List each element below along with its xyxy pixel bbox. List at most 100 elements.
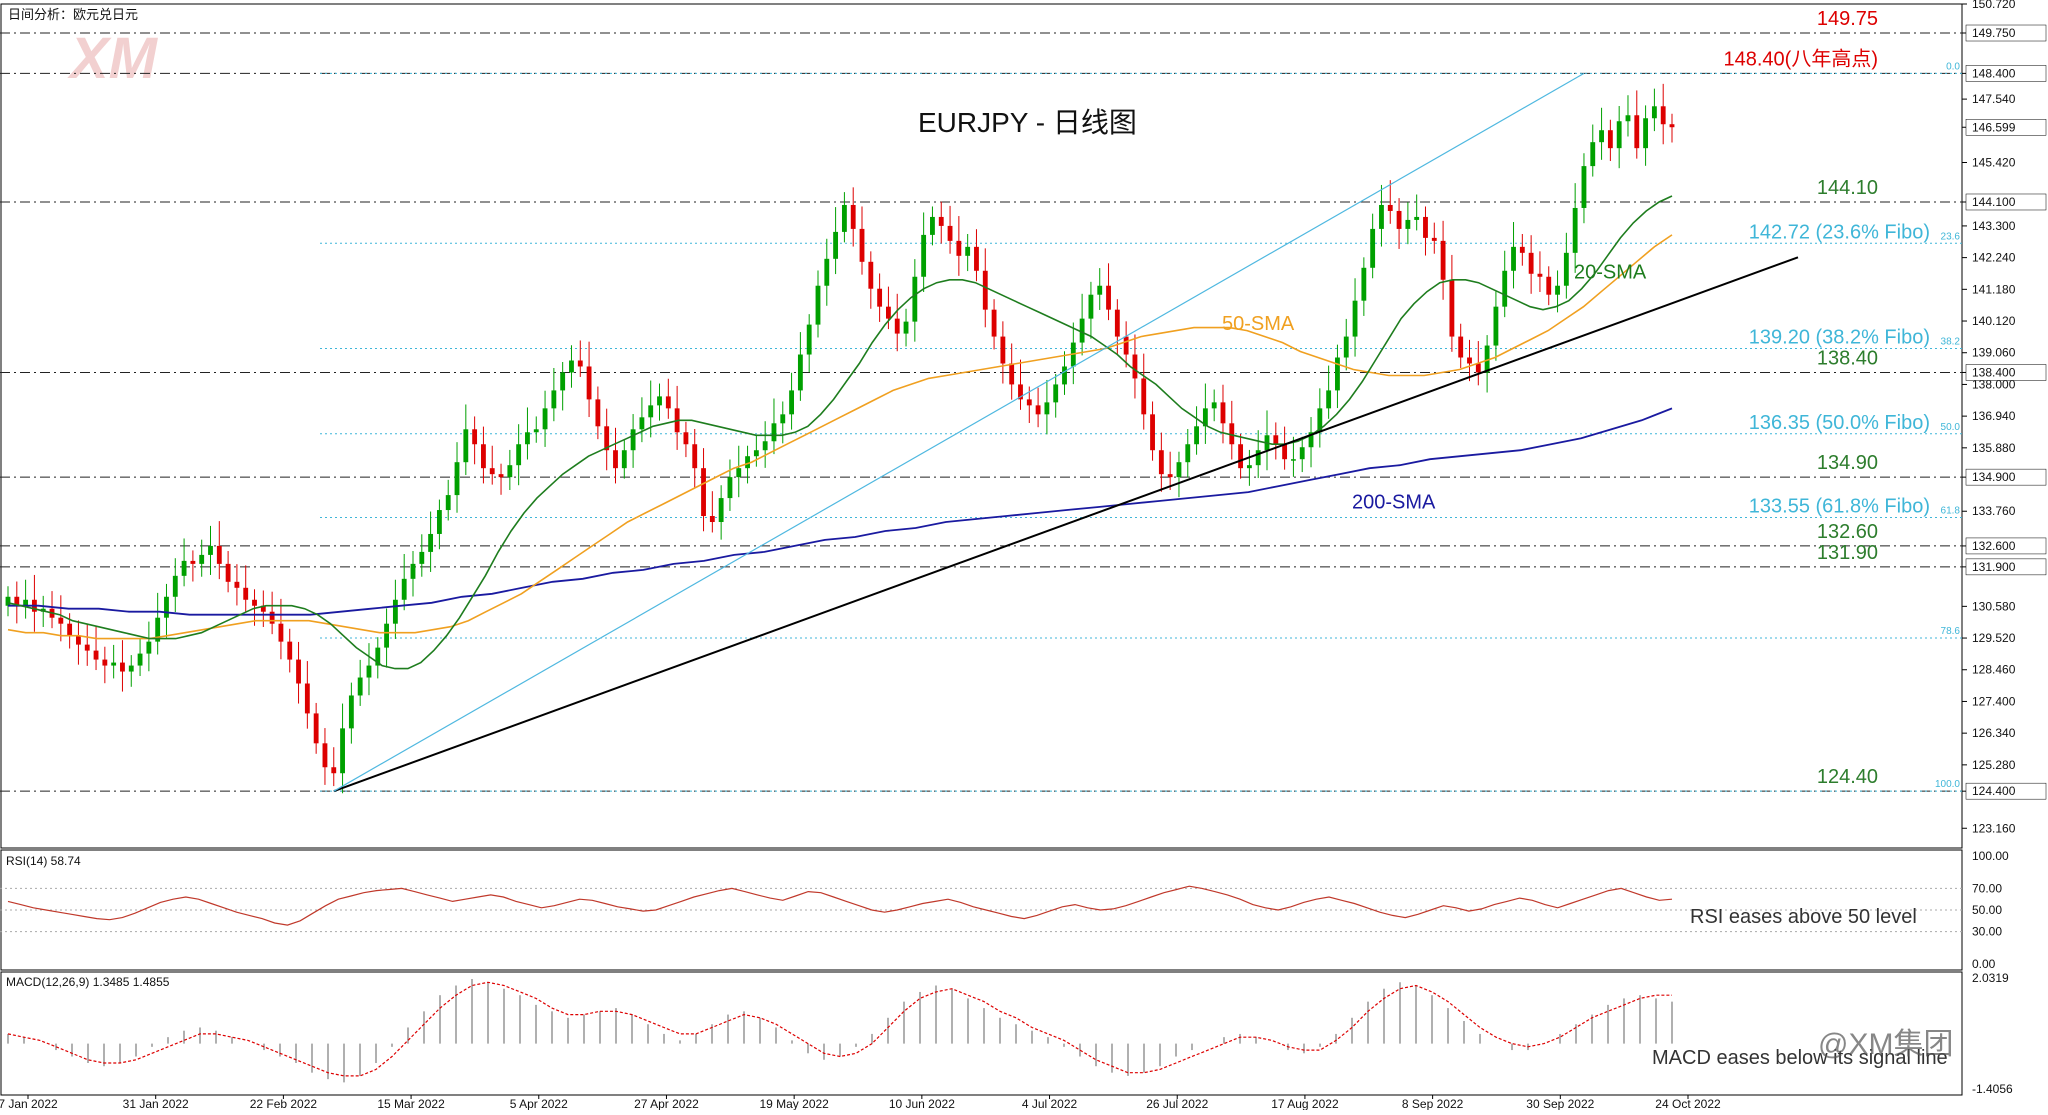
candle-body xyxy=(727,477,733,499)
candle-body xyxy=(771,423,777,442)
candle-body xyxy=(331,767,337,774)
date-label: 19 May 2022 xyxy=(759,1097,829,1110)
fibo-label: 142.72 (23.6% Fibo) xyxy=(1749,221,1930,243)
candle-body xyxy=(1387,204,1393,211)
candle-body xyxy=(965,246,971,256)
candle-body xyxy=(5,596,11,606)
candle-body xyxy=(190,560,196,564)
candle-body xyxy=(1026,399,1032,406)
fibo-label: 136.35 (50.0% Fibo) xyxy=(1749,412,1930,434)
candle-body xyxy=(525,432,530,445)
key-level-label: 144.10 xyxy=(1817,177,1878,199)
key-level-label: 148.40(八年高点) xyxy=(1724,47,1879,70)
date-label: 8 Sep 2022 xyxy=(1402,1097,1464,1110)
candle-body xyxy=(313,713,319,744)
candle-body xyxy=(894,318,900,334)
price-axis: 150.720 149.750 148.400 147.540 146.599 145.4… xyxy=(1962,0,2047,1096)
candle-body xyxy=(569,360,574,373)
key-level-label: 134.90 xyxy=(1817,452,1878,474)
candle-body xyxy=(1062,366,1067,385)
candle-body xyxy=(850,204,856,229)
candle-body xyxy=(701,468,706,517)
candle-body xyxy=(58,617,64,624)
candle-body xyxy=(155,617,161,642)
candle-body xyxy=(1106,285,1111,310)
candle-body xyxy=(841,204,847,232)
candle-body xyxy=(1018,384,1023,400)
candle-body xyxy=(833,231,839,259)
candle-body xyxy=(780,414,786,424)
rsi-panel: RSI(14) 58.74 RSI eases above 50 level xyxy=(0,849,1963,971)
current-price-tag xyxy=(1965,119,2047,136)
candle-body xyxy=(14,596,20,606)
sma20-line xyxy=(7,195,1673,670)
fibo-pct-label: 61.8 xyxy=(1941,506,1961,517)
watermark-logo: XM xyxy=(67,26,159,91)
price-tick-label: 142.240 xyxy=(1972,251,2016,265)
candle-body xyxy=(639,417,645,430)
candle-body xyxy=(1009,363,1015,385)
candle-body xyxy=(208,545,213,555)
candle-body xyxy=(1000,336,1006,364)
candle-body xyxy=(1484,345,1490,373)
candle-body xyxy=(472,429,478,445)
rsi-line xyxy=(7,885,1673,926)
candle-body xyxy=(657,396,662,406)
candle-body xyxy=(921,234,927,277)
date-label: 22 Feb 2022 xyxy=(250,1097,318,1110)
candle-body xyxy=(709,516,715,523)
candle-body xyxy=(1449,279,1455,337)
date-label: 24 Oct 2022 xyxy=(1655,1097,1721,1110)
candle-body xyxy=(1114,309,1120,337)
candle-body xyxy=(454,462,460,496)
footer-watermark: @XM集团 xyxy=(1818,1028,1953,1061)
candle-body xyxy=(1185,444,1191,463)
candle-body xyxy=(1044,402,1050,415)
candle-body xyxy=(1141,378,1147,415)
candle-body xyxy=(384,623,390,648)
level-price-tag-label: 131.900 xyxy=(1972,560,2016,574)
price-tick-label: 147.540 xyxy=(1972,92,2016,106)
candle-body xyxy=(797,354,803,391)
level-price-tag xyxy=(1965,193,2047,211)
macd-frame xyxy=(0,971,1963,1096)
date-label: 31 Jan 2022 xyxy=(123,1097,189,1110)
candle-body xyxy=(1440,240,1446,280)
price-tick-label: 129.520 xyxy=(1972,631,2016,645)
rsi-tick-label: 50.00 xyxy=(1972,903,2002,917)
candle-body xyxy=(551,390,557,409)
candle-body xyxy=(375,647,381,666)
date-label: 27 Apr 2022 xyxy=(634,1097,699,1110)
candle-body xyxy=(392,599,398,624)
fibo-pct-label: 38.2 xyxy=(1941,337,1961,348)
rsi-tick-label: 0.00 xyxy=(1972,957,1996,971)
date-label: 17 Aug 2022 xyxy=(1271,1097,1339,1110)
price-tick-label: 138.000 xyxy=(1972,377,2016,391)
candle-body xyxy=(322,743,328,768)
candle-body xyxy=(692,444,698,469)
candle-body xyxy=(1352,300,1358,337)
candle-body xyxy=(1528,252,1534,274)
candle-body xyxy=(128,665,134,672)
macd-annotation: MACD eases below its signal line xyxy=(1652,1047,1948,1069)
candle-body xyxy=(789,390,794,415)
candle-body xyxy=(1607,130,1613,149)
macd-tick-label: 2.0319 xyxy=(1972,971,2009,985)
candle-body xyxy=(1132,354,1138,379)
macd-panel: MACD(12,26,9) 1.3485 1.4855 MACD eases be… xyxy=(0,971,1963,1096)
header-title: 日间分析：欧元兑日元 xyxy=(8,7,138,22)
candle-body xyxy=(621,450,627,469)
level-price-tag-label: 138.400 xyxy=(1972,365,2016,379)
candle-body xyxy=(419,551,425,564)
candle-body xyxy=(252,599,257,606)
key-level-label: 124.40 xyxy=(1817,766,1878,788)
level-price-tag-label: 148.400 xyxy=(1972,66,2016,80)
candle-body xyxy=(1238,444,1244,469)
date-label: 10 Jun 2022 xyxy=(889,1097,955,1110)
candle-body xyxy=(1194,426,1199,445)
rsi-tick-label: 70.00 xyxy=(1972,881,2002,895)
candle-body xyxy=(445,495,451,511)
chart-title: EURJPY - 日线图 xyxy=(918,107,1137,138)
key-level-label: 132.60 xyxy=(1817,521,1878,543)
price-tick-label: 123.160 xyxy=(1972,821,2016,835)
